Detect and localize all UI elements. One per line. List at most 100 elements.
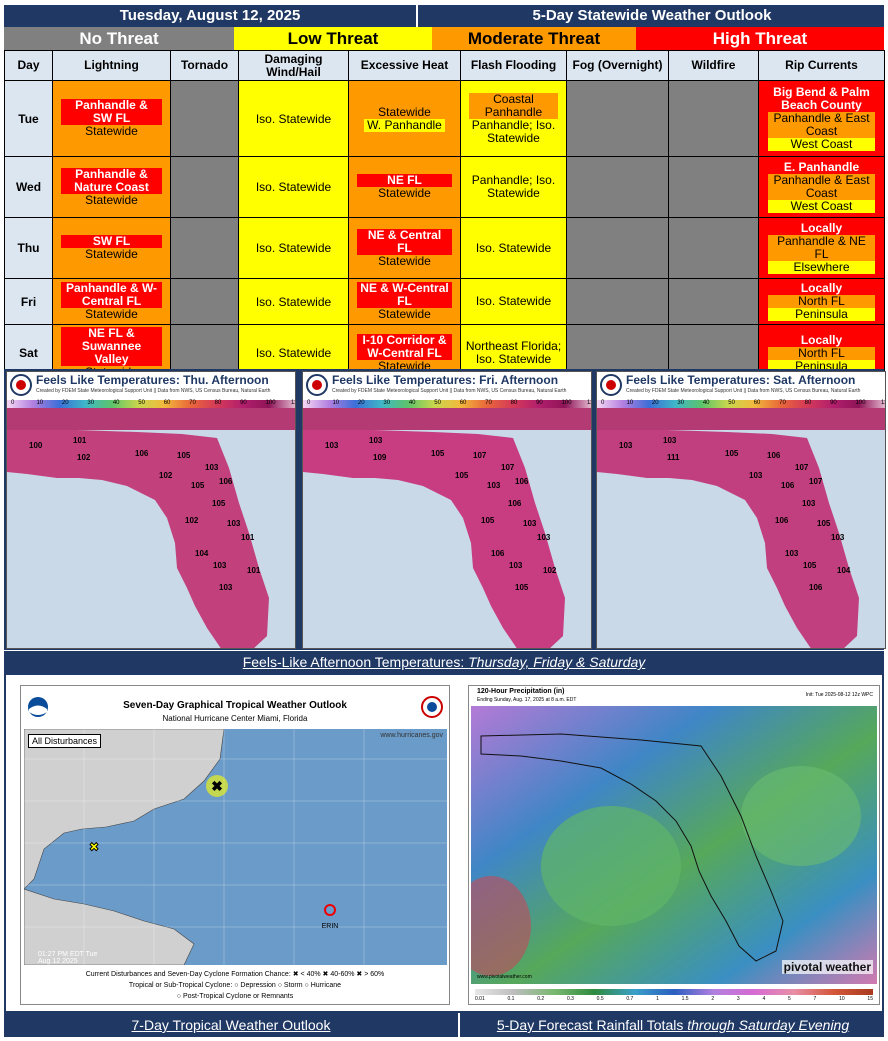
col-header-flooding: Flash Flooding: [460, 50, 567, 81]
rain-scale-tick: 1: [656, 996, 659, 1002]
scale-tick-label: 60: [753, 400, 761, 406]
wind-cell: Iso. Statewide: [238, 80, 349, 157]
pivotal-weather-logo: pivotal weather: [781, 960, 873, 974]
tropical-legend-cyclone: Tropical or Sub-Tropical Cyclone: ○ Depr…: [128, 982, 342, 989]
feels-like-value: 101: [241, 533, 255, 542]
legend-moderate-threat: Moderate Threat: [432, 27, 636, 50]
lightning-cell: Panhandle & SW FL Statewide: [52, 80, 171, 157]
feels-like-value: 105: [212, 499, 226, 508]
scale-tick-label: 10: [332, 400, 340, 406]
rip-high: Big Bend & Palm Beach County: [773, 85, 870, 112]
feels-like-value: 106: [767, 451, 781, 460]
feels-like-value: 107: [809, 477, 823, 486]
scale-tick-label: 100: [265, 400, 276, 406]
tropical-caption: 7-Day Tropical Weather Outlook: [4, 1013, 460, 1037]
feels-like-value: 103: [205, 463, 219, 472]
flood-cell: Coastal Panhandle Panhandle; Iso. Statewi…: [460, 80, 567, 157]
feels-like-value: 103: [523, 519, 537, 528]
flood-cell: Iso. Statewide: [460, 217, 567, 279]
feels-like-panel-fri: Feels Like Temperatures: Fri. Afternoon …: [302, 371, 592, 649]
scale-tick-label: 40: [702, 400, 710, 406]
feels-like-value: 107: [795, 463, 809, 472]
rain-scale-tick: 0.2: [537, 996, 545, 1002]
rain-caption-plain: 5-Day Forecast Rainfall Totals: [496, 1017, 688, 1033]
feels-like-maps: Feels Like Temperatures: Thu. Afternoon …: [4, 369, 886, 650]
feels-like-value: 106: [135, 449, 149, 458]
feels-like-value: 109: [373, 453, 387, 462]
storm-name: ERIN: [322, 923, 339, 930]
feels-like-value: 102: [543, 566, 557, 575]
scale-tick-label: 90: [240, 400, 247, 406]
heat-high: NE & Central FL: [357, 228, 452, 255]
col-header-rip: Rip Currents: [758, 50, 885, 81]
lightning-high: Panhandle & W-Central FL: [61, 282, 162, 308]
fdem-seal-icon: [10, 374, 32, 396]
scale-tick-label: 90: [830, 400, 837, 406]
rip-high: Locally: [800, 221, 843, 235]
scale-tick-label: 80: [214, 400, 222, 406]
nhc-website: www.hurricanes.gov: [380, 732, 443, 739]
rain-scale-tick: 7: [813, 996, 817, 1002]
rain-scale-tick: 0.01: [475, 996, 485, 1002]
heat-cell: Statewide W. Panhandle: [348, 80, 461, 157]
rip-mod: Panhandle & East Coast: [767, 112, 876, 138]
feels-like-value: 103: [785, 549, 799, 558]
wildfire-cell: [668, 217, 759, 279]
feels-like-value: 107: [473, 451, 487, 460]
feels-like-value: 105: [177, 451, 191, 460]
scale-tick-label: 60: [163, 400, 171, 406]
tornado-cell: [170, 156, 239, 218]
header-title: 5-Day Statewide Weather Outlook: [532, 7, 772, 24]
feels-like-value: 103: [537, 533, 551, 542]
rain-scale-tick: 10: [839, 996, 845, 1002]
table-row: Fri Panhandle & W-Central FL Statewide Is…: [4, 278, 885, 325]
day-cell: Wed: [4, 156, 53, 218]
heat-cell: NE & Central FL Statewide: [348, 217, 461, 279]
flood-mod: Coastal Panhandle: [468, 92, 559, 119]
scale-tick-label: 50: [138, 400, 145, 406]
scale-tick-label: 60: [459, 400, 467, 406]
legend-low-threat: Low Threat: [234, 27, 432, 50]
feels-like-value: 106: [775, 516, 789, 525]
flood-base: Panhandle; Iso. Statewide: [471, 173, 556, 200]
feels-like-value: 105: [817, 519, 831, 528]
flood-base: Iso. Statewide: [475, 240, 552, 255]
panel-title: Feels Like Temperatures: Thu. Afternoon: [36, 373, 269, 387]
scale-tick-label: 80: [510, 400, 518, 406]
header-bar: Tuesday, August 12, 2025 5-Day Statewide…: [4, 5, 884, 27]
lightning-base: Statewide: [85, 307, 138, 321]
noaa-logo-icon: [28, 697, 48, 717]
heat-base: Statewide: [378, 186, 431, 200]
rain-caption-italic: through Saturday Evening: [687, 1017, 850, 1033]
bottom-captions: 7-Day Tropical Weather Outlook 5-Day For…: [4, 1013, 884, 1037]
rain-scale-tick: 0.7: [626, 996, 634, 1002]
legend-high-threat: High Threat: [636, 27, 884, 50]
feels-like-value: 103: [219, 583, 233, 592]
scale-tick-label: 30: [677, 400, 685, 406]
scale-tick-label: 10: [626, 400, 634, 406]
feels-like-value: 103: [325, 441, 339, 450]
scale-tick-label: 0: [307, 400, 311, 406]
rain-scale-tick: 1.5: [681, 996, 689, 1002]
rip-mod: North FL: [767, 346, 876, 360]
feels-like-caption: Feels-Like Afternoon Temperatures: Thurs…: [4, 651, 884, 673]
wind-cell: Iso. Statewide: [238, 156, 349, 218]
rip-high: Locally: [800, 281, 843, 295]
scale-tick-label: 50: [728, 400, 735, 406]
tropical-map: ✖ ✖ ERIN All Disturbances www.hurricanes…: [24, 729, 447, 965]
rain-scale-tick: 0.1: [507, 996, 515, 1002]
rain-scale-tick: 0.5: [596, 996, 604, 1002]
scale-tick-label: 100: [561, 400, 572, 406]
rain-scale-tick: 4: [762, 996, 766, 1002]
tornado-cell: [170, 217, 239, 279]
rain-source: www.pivotalweather.com: [477, 974, 532, 980]
tropical-title: Seven-Day Graphical Tropical Weather Out…: [123, 700, 347, 711]
lightning-cell: Panhandle & Nature Coast Statewide: [52, 156, 171, 218]
lightning-high: Panhandle & SW FL: [61, 99, 162, 125]
scale-tick-label: 90: [536, 400, 543, 406]
lightning-base: Statewide: [85, 124, 138, 138]
caption-italic: Thursday, Friday & Saturday: [468, 654, 646, 670]
lightning-high: SW FL: [61, 235, 162, 248]
heat-high: NE FL: [357, 174, 452, 187]
legend-no-threat: No Threat: [4, 27, 234, 50]
